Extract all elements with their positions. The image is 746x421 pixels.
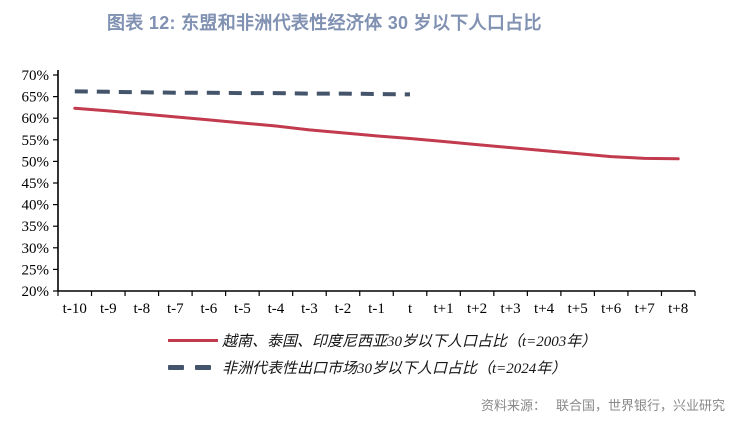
- legend-swatch-dashed-line: [168, 365, 218, 370]
- x-tick-label: t-4: [268, 301, 285, 317]
- x-tick-label: t+2: [467, 301, 487, 317]
- y-tick-label: 55%: [22, 133, 50, 149]
- x-tick-label: t: [408, 301, 413, 317]
- y-tick-label: 25%: [22, 262, 50, 278]
- source-label: 资料来源：: [480, 398, 546, 413]
- legend-item-africa: 非洲代表性出口市场30岁以下人口占比（t=2024年）: [168, 358, 596, 377]
- y-tick-label: 40%: [22, 198, 50, 214]
- x-tick-label: t-1: [368, 301, 385, 317]
- legend-label-asean: 越南、泰国、印度尼西亚30岁以下人口占比（t=2003年）: [222, 334, 597, 350]
- x-tick-label: t-7: [167, 301, 184, 317]
- x-tick-label: t-3: [301, 301, 318, 317]
- line-chart: 20% 25% 30% 35% 40% 45% 50% 55% 60% 65% 70% t-10 t-9…: [22, 68, 696, 317]
- x-tick-label: t+8: [668, 301, 688, 317]
- x-tick-label: t-6: [201, 301, 218, 317]
- x-tick-label: t-5: [234, 301, 251, 317]
- x-tick-label: t+4: [534, 301, 555, 317]
- x-tick-label: t+7: [635, 301, 656, 317]
- x-tick-label: t-10: [63, 301, 87, 317]
- y-tick-label: 35%: [22, 219, 50, 235]
- series-line-asean: [73, 106, 680, 161]
- y-tick-label: 50%: [22, 154, 50, 170]
- x-tick-label: t+6: [601, 301, 622, 317]
- series-line-africa: [74, 89, 411, 97]
- legend-label-africa: 非洲代表性出口市场30岁以下人口占比（t=2024年）: [222, 361, 567, 377]
- x-tick-label: t-8: [133, 301, 150, 317]
- dash-segment: [195, 365, 211, 370]
- y-tick-label: 20%: [22, 284, 50, 300]
- legend-item-asean: 越南、泰国、印度尼西亚30岁以下人口占比（t=2003年）: [168, 331, 596, 350]
- dash-segment: [168, 365, 184, 370]
- y-tick-label: 45%: [22, 176, 50, 192]
- x-tick-label: t-2: [335, 301, 352, 317]
- source-note: 资料来源： 联合国，世界银行，兴业研究: [481, 395, 725, 414]
- legend-swatch-solid-line: [168, 339, 218, 342]
- legend: 越南、泰国、印度尼西亚30岁以下人口占比（t=2003年） 非洲代表性出口市场3…: [168, 331, 596, 377]
- y-tick-label: 70%: [22, 68, 50, 84]
- x-tick-label: t+5: [568, 301, 588, 317]
- x-tick-label: t+3: [501, 301, 521, 317]
- source-value: 联合国，世界银行，兴业研究: [555, 398, 725, 413]
- y-tick-label: 30%: [22, 241, 50, 257]
- y-tick-label: 65%: [22, 90, 50, 106]
- y-tick-label: 60%: [22, 111, 50, 127]
- x-tick-label: t+1: [433, 301, 453, 317]
- chart-title: 图表 12: 东盟和非洲代表性经济体 30 岁以下人口占比: [107, 13, 542, 33]
- x-tick-label: t-9: [100, 301, 117, 317]
